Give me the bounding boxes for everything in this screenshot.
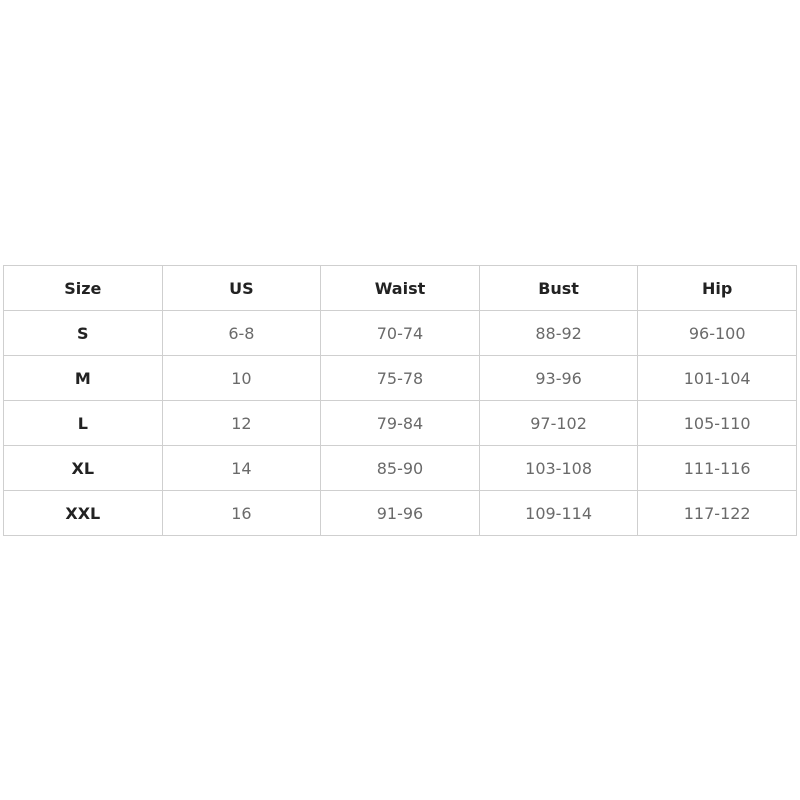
- column-header: Waist: [320, 265, 480, 311]
- table-cell: 10: [161, 355, 322, 401]
- table-cell: 6-8: [161, 310, 322, 356]
- table-row: M 10 75-78 93-96 101-104: [3, 355, 797, 401]
- table-cell: 103-108: [478, 445, 639, 491]
- table-row: L 12 79-84 97-102 105-110: [3, 400, 797, 446]
- table-cell: 88-92: [478, 310, 639, 356]
- table-cell: 109-114: [478, 490, 639, 536]
- size-label-cell: L: [3, 400, 163, 446]
- table-row: XXL 16 91-96 109-114 117-122: [3, 490, 797, 536]
- column-header: Size: [3, 265, 163, 311]
- table-cell: 105-110: [637, 400, 797, 446]
- table-cell: 85-90: [320, 445, 480, 491]
- table-cell: 101-104: [637, 355, 797, 401]
- column-header: US: [161, 265, 322, 311]
- table-cell: 111-116: [637, 445, 797, 491]
- table-cell: 70-74: [320, 310, 480, 356]
- table-row: XL 14 85-90 103-108 111-116: [3, 445, 797, 491]
- size-label-cell: M: [3, 355, 163, 401]
- column-header: Bust: [478, 265, 639, 311]
- table-cell: 96-100: [637, 310, 797, 356]
- column-header: Hip: [637, 265, 797, 311]
- size-chart-table: Size US Waist Bust Hip S 6-8 70-74 88-92 96-100 M 1…: [3, 265, 797, 536]
- table-cell: 117-122: [637, 490, 797, 536]
- size-label-cell: S: [3, 310, 163, 356]
- table-cell: 91-96: [320, 490, 480, 536]
- table-cell: 93-96: [478, 355, 639, 401]
- table-cell: 79-84: [320, 400, 480, 446]
- size-label-cell: XXL: [3, 490, 163, 536]
- size-label-cell: XL: [3, 445, 163, 491]
- table-cell: 97-102: [478, 400, 639, 446]
- table-cell: 16: [161, 490, 322, 536]
- table-cell: 12: [161, 400, 322, 446]
- table-cell: 75-78: [320, 355, 480, 401]
- table-row: S 6-8 70-74 88-92 96-100: [3, 310, 797, 356]
- table-cell: 14: [161, 445, 322, 491]
- header-row: Size US Waist Bust Hip: [3, 265, 797, 311]
